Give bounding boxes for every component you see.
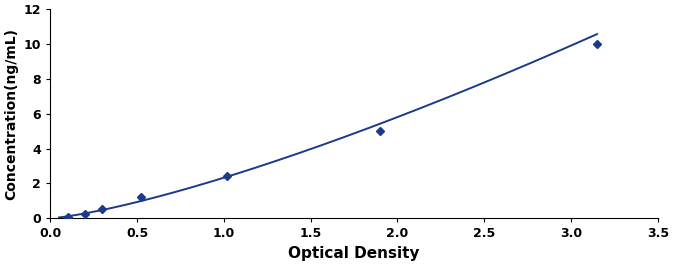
Y-axis label: Concentration(ng/mL): Concentration(ng/mL) (4, 28, 18, 200)
X-axis label: Optical Density: Optical Density (288, 246, 420, 261)
